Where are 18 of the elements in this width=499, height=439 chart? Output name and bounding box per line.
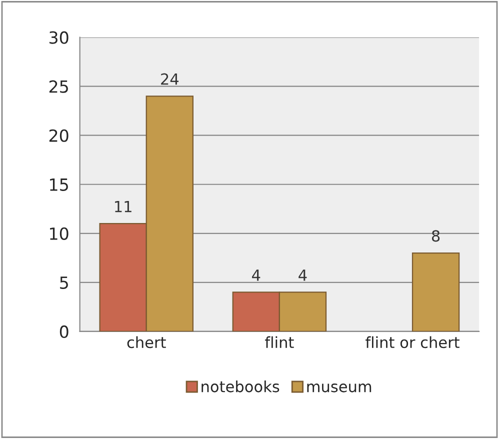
y-tick-label: 10 <box>50 227 68 240</box>
data-label: 4 <box>298 270 307 281</box>
y-tick-label: 30 <box>49 31 68 44</box>
y-tick-label: 0 <box>60 325 68 338</box>
y-tick-label: 15 <box>50 178 68 191</box>
legend-label: museum <box>307 384 372 392</box>
x-tick-label: chert <box>127 336 166 348</box>
data-label: 8 <box>432 230 440 242</box>
x-tick-label: flint <box>265 336 294 348</box>
legend-label: notebooks <box>202 380 280 392</box>
data-label: 24 <box>161 73 179 85</box>
y-tick-label: 20 <box>49 129 68 142</box>
data-label: 11 <box>115 200 132 212</box>
y-tick-label: 5 <box>60 276 68 289</box>
data-label: 4 <box>252 270 260 281</box>
y-tick-label: 25 <box>49 80 68 93</box>
x-tick-label: flint or chert <box>366 336 460 348</box>
bar <box>412 252 460 332</box>
